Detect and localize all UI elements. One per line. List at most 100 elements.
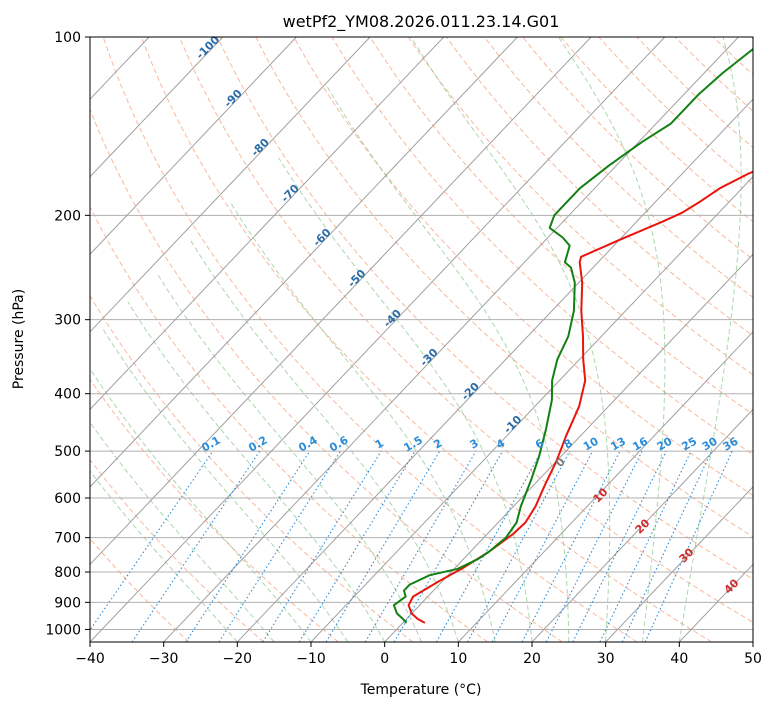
mixing-ratio-line xyxy=(185,450,311,642)
sounding-profiles xyxy=(392,47,753,624)
isotherm-label: -70 xyxy=(279,182,302,205)
x-tick-label: 10 xyxy=(449,651,467,667)
mixing-ratio-lines xyxy=(90,450,733,642)
x-tick-label: −10 xyxy=(296,651,326,667)
mixing-ratio-line xyxy=(572,450,667,642)
x-tick-label: −40 xyxy=(75,651,105,667)
moist-adiabat xyxy=(558,37,666,642)
isotherm-line xyxy=(0,37,2,642)
mixing-ratio-line xyxy=(262,450,382,642)
isotherm-label: -90 xyxy=(222,87,245,110)
dry-adiabat xyxy=(407,37,753,376)
isotherm-line xyxy=(90,37,371,333)
x-tick-label: −20 xyxy=(223,651,253,667)
dry-adiabat xyxy=(217,37,753,580)
dry-adiabat xyxy=(522,37,753,260)
isotherm-line xyxy=(752,641,753,642)
y-axis-ticks: 100 200 300 400 500 600 700 800 900 1000 xyxy=(45,30,90,638)
skewed-isotherms xyxy=(0,37,753,642)
mixing-ratio-line xyxy=(218,450,342,642)
isotherm-line xyxy=(236,98,753,642)
x-tick-label: 0 xyxy=(380,651,389,667)
x-tick-label: −30 xyxy=(149,651,179,667)
y-tick-label: 200 xyxy=(54,208,81,224)
dry-adiabat xyxy=(751,37,753,40)
isotherm-line xyxy=(90,37,224,178)
dry-adiabat xyxy=(90,378,339,642)
y-tick-label: 900 xyxy=(54,595,81,611)
mixing-ratio-line xyxy=(467,450,571,642)
x-tick-label: 50 xyxy=(744,651,762,667)
mixing-ratio-line xyxy=(393,450,503,642)
isotherm-label: -40 xyxy=(381,307,404,330)
isotherm-line xyxy=(457,331,753,642)
isotherm-label: -30 xyxy=(417,346,440,369)
background-lines xyxy=(90,37,753,642)
moist-adiabat xyxy=(278,157,533,642)
mixing-ratio-label: 1 xyxy=(373,437,386,452)
dry-adiabat xyxy=(90,459,264,642)
chart-title: wetPf2_YM08.2026.011.23.14.G01 xyxy=(283,12,560,32)
isotherm-line xyxy=(90,37,666,642)
isotherm-line xyxy=(310,176,753,642)
isotherm-line xyxy=(531,408,753,642)
dry-adiabat xyxy=(293,37,753,496)
moist-adiabat xyxy=(325,83,570,642)
isotherm-line xyxy=(384,253,753,642)
mixing-ratio-line xyxy=(298,450,416,642)
mixing-ratio-line xyxy=(131,450,261,642)
mixing-ratio-line xyxy=(435,450,542,642)
plot-frame xyxy=(89,36,754,643)
dry-adiabat xyxy=(712,37,753,76)
dry-adiabat xyxy=(255,37,753,538)
dry-adiabat xyxy=(636,37,753,149)
moist-adiabat xyxy=(229,201,496,642)
isotherm-label: -50 xyxy=(345,267,368,290)
moist-adiabat xyxy=(156,272,422,642)
wetbulb-label: 30 xyxy=(677,545,697,565)
mixing-ratio-line xyxy=(521,450,621,642)
y-tick-label: 500 xyxy=(54,444,81,460)
isotherm-line xyxy=(163,37,739,642)
temperature-profile xyxy=(407,170,753,624)
dry-adiabat xyxy=(560,37,753,223)
mixing-ratio-label: 3 xyxy=(468,437,481,452)
dry-adiabat xyxy=(140,37,712,642)
y-tick-label: 300 xyxy=(54,313,81,329)
isotherm-line xyxy=(90,37,518,488)
moist-adiabat xyxy=(410,37,611,642)
dry-adiabat xyxy=(484,37,753,298)
dry-adiabat xyxy=(102,37,638,642)
y-tick-label: 1000 xyxy=(45,622,81,638)
isotherm-line xyxy=(90,37,592,566)
moist-adiabat xyxy=(101,327,349,642)
mixing-ratio-line xyxy=(621,450,712,642)
mixing-ratio-line xyxy=(364,450,477,642)
mixing-ratio-line xyxy=(90,450,214,632)
dry-adiabat xyxy=(90,537,190,642)
x-tick-label: 40 xyxy=(670,651,688,667)
moist-adiabat xyxy=(127,301,386,642)
x-axis-label: Temperature (°C) xyxy=(360,682,482,698)
y-tick-label: 800 xyxy=(54,565,81,581)
mixing-ratio-line xyxy=(599,450,692,642)
isotherm-line xyxy=(90,37,297,256)
isotherm-line xyxy=(678,563,753,642)
dry-adiabat xyxy=(90,205,488,642)
dry-adiabat xyxy=(178,37,753,623)
mixing-ratio-line xyxy=(491,450,594,642)
dry-adiabat xyxy=(90,108,563,642)
moist-adiabat xyxy=(678,37,742,642)
isotherm-label: -60 xyxy=(310,226,333,249)
y-tick-label: 700 xyxy=(54,531,81,547)
y-tick-label: 100 xyxy=(54,30,81,46)
x-tick-label: 20 xyxy=(523,651,541,667)
x-axis-ticks: −40 −30 −20 −10 0 10 20 30 40 50 xyxy=(75,642,762,667)
isotherm-line xyxy=(605,486,753,642)
y-tick-label: 600 xyxy=(54,491,81,507)
mixing-ratio-line xyxy=(644,450,733,642)
isotherm-line xyxy=(90,37,445,411)
dewpoint-profile xyxy=(392,47,753,624)
isotherm-label: -20 xyxy=(459,380,482,403)
